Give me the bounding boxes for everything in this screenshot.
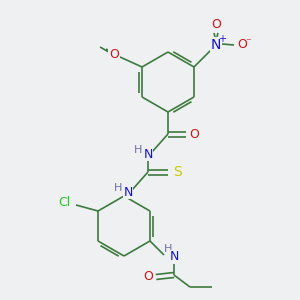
Text: H: H xyxy=(114,183,122,193)
Text: O: O xyxy=(109,49,119,62)
Text: N: N xyxy=(143,148,153,160)
Text: O: O xyxy=(143,271,153,284)
Text: O: O xyxy=(237,38,247,52)
Text: +: + xyxy=(218,34,226,44)
Text: N: N xyxy=(211,38,221,52)
Text: N: N xyxy=(123,185,133,199)
Text: S: S xyxy=(174,165,182,179)
Text: N: N xyxy=(169,250,179,263)
Text: O: O xyxy=(211,19,221,32)
Text: ⁻: ⁻ xyxy=(245,37,251,47)
Text: H: H xyxy=(134,145,142,155)
Text: H: H xyxy=(164,244,172,254)
Text: Cl: Cl xyxy=(58,196,70,209)
Text: O: O xyxy=(189,128,199,140)
